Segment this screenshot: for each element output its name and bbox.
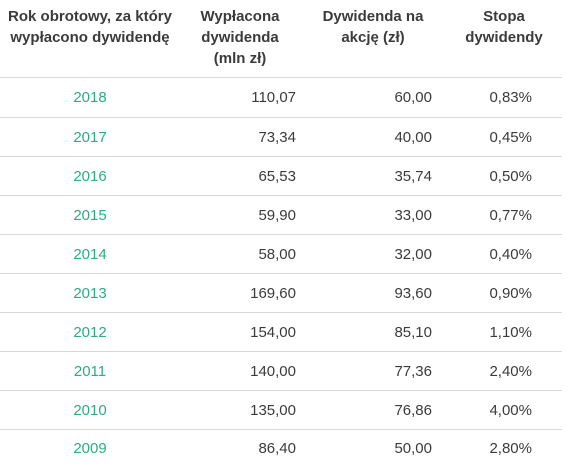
year-link[interactable]: 2016 xyxy=(0,156,180,196)
dividend-paid-cell: 135,00 xyxy=(180,390,300,430)
header-row: Rok obrotowy, za który wypłacono dywiden… xyxy=(0,0,562,78)
dividend-per-share-cell: 33,00 xyxy=(300,195,446,235)
table-row: 2016 65,53 35,74 0,50% xyxy=(0,156,562,196)
year-link[interactable]: 2011 xyxy=(0,351,180,391)
year-link[interactable]: 2010 xyxy=(0,390,180,430)
dividend-yield-cell: 2,80% xyxy=(489,440,532,458)
dividend-table-container: Rok obrotowy, za który wypłacono dywiden… xyxy=(0,0,562,468)
table-row: 2012 154,00 85,10 1,10% xyxy=(0,312,562,352)
dividend-per-share-cell: 32,00 xyxy=(300,234,446,274)
year-link[interactable]: 2018 xyxy=(0,77,180,118)
table-body: 2018 110,07 60,00 0,83% 2017 73,34 40,00… xyxy=(0,77,562,468)
dividend-paid-cell: 154,00 xyxy=(180,312,300,352)
dividend-per-share-cell: 60,00 xyxy=(300,77,446,118)
dividend-yield-cell: 0,40% xyxy=(446,234,562,274)
table-row: 2010 135,00 76,86 4,00% xyxy=(0,390,562,430)
dividend-paid-cell: 110,07 xyxy=(180,77,300,118)
table-row: 2009 86,40 50,00 2,80% xyxy=(0,430,562,468)
dividend-yield-cell: 0,90% xyxy=(446,273,562,313)
dividend-paid-cell: 59,90 xyxy=(180,195,300,235)
dividend-paid-cell: 65,53 xyxy=(180,156,300,196)
dividend-yield-cell: 4,00% xyxy=(446,390,562,430)
dividend-paid-cell: 140,00 xyxy=(180,351,300,391)
dividend-per-share-cell: 85,10 xyxy=(300,312,446,352)
dividend-per-share-cell: 77,36 xyxy=(300,351,446,391)
header-dividend-paid: Wypłacona dywidenda (mln zł) xyxy=(180,0,300,78)
year-link[interactable]: 2009 xyxy=(73,440,107,458)
dividend-paid-cell: 86,40 xyxy=(258,440,296,458)
dividend-yield-cell: 1,10% xyxy=(446,312,562,352)
table-row: 2015 59,90 33,00 0,77% xyxy=(0,195,562,235)
dividend-table: Rok obrotowy, za który wypłacono dywiden… xyxy=(0,0,562,468)
year-link[interactable]: 2012 xyxy=(0,312,180,352)
dividend-per-share-cell: 40,00 xyxy=(300,117,446,157)
header-fiscal-year: Rok obrotowy, za który wypłacono dywiden… xyxy=(0,0,180,78)
dividend-per-share-cell: 35,74 xyxy=(300,156,446,196)
year-link[interactable]: 2013 xyxy=(0,273,180,313)
table-row: 2018 110,07 60,00 0,83% xyxy=(0,77,562,118)
year-link[interactable]: 2015 xyxy=(0,195,180,235)
dividend-paid-cell: 169,60 xyxy=(180,273,300,313)
header-dividend-per-share: Dywidenda na akcję (zł) xyxy=(300,0,446,78)
table-row: 2013 169,60 93,60 0,90% xyxy=(0,273,562,313)
dividend-yield-cell: 0,77% xyxy=(446,195,562,235)
table-header: Rok obrotowy, za który wypłacono dywiden… xyxy=(0,0,562,78)
year-link[interactable]: 2017 xyxy=(0,117,180,157)
dividend-yield-cell: 2,40% xyxy=(446,351,562,391)
dividend-per-share-cell: 93,60 xyxy=(300,273,446,313)
dividend-yield-cell: 0,45% xyxy=(446,117,562,157)
dividend-yield-cell: 0,50% xyxy=(446,156,562,196)
dividend-paid-cell: 58,00 xyxy=(180,234,300,274)
dividend-per-share-cell: 50,00 xyxy=(394,440,432,458)
header-dividend-yield: Stopa dywidendy xyxy=(446,0,562,78)
table-row: 2011 140,00 77,36 2,40% xyxy=(0,351,562,391)
table-row: 2014 58,00 32,00 0,40% xyxy=(0,234,562,274)
dividend-paid-cell: 73,34 xyxy=(180,117,300,157)
year-link[interactable]: 2014 xyxy=(0,234,180,274)
dividend-per-share-cell: 76,86 xyxy=(300,390,446,430)
table-row: 2017 73,34 40,00 0,45% xyxy=(0,117,562,157)
dividend-yield-cell: 0,83% xyxy=(446,77,562,118)
